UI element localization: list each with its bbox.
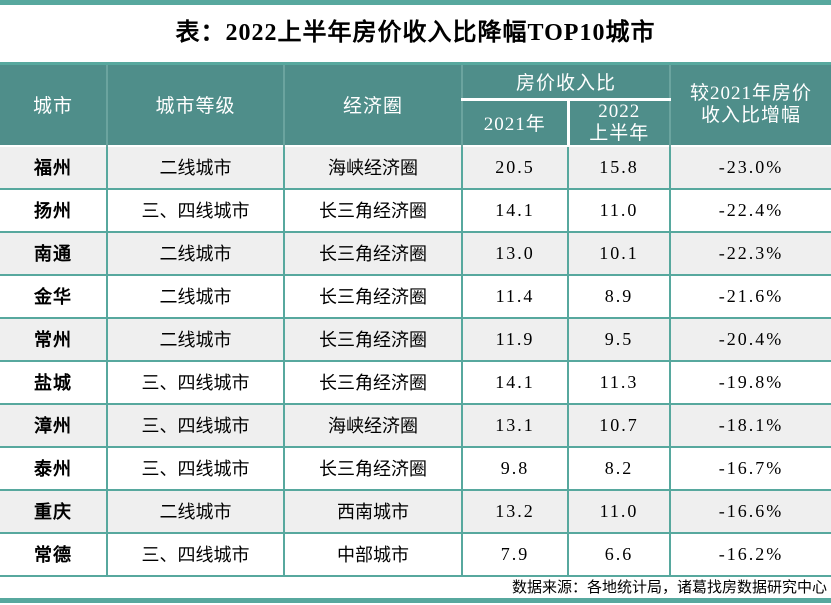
cell-tier: 三、四线城市 [106,445,284,490]
col-header-ratio-group: 房价收入比 [460,62,671,101]
cell-change: -22.4% [669,187,831,232]
cell-tier: 二线城市 [106,316,284,361]
cell-change: -18.1% [669,402,831,447]
col-header-tier: 城市等级 [106,61,284,146]
cell-ratio-2022h1: 6.6 [566,531,671,576]
cell-ratio-2022h1: 10.1 [566,230,671,275]
cell-circle: 长三角经济圈 [283,359,462,404]
cell-tier: 二线城市 [106,230,284,275]
col-header-change-line2: 收入比增幅 [701,104,802,126]
cell-change: -22.3% [669,230,831,275]
cell-circle: 中部城市 [283,531,462,576]
table-row: 泰州 三、四线城市 长三角经济圈 9.8 8.2 -16.7% [0,445,831,490]
table-row: 扬州 三、四线城市 长三角经济圈 14.1 11.0 -22.4% [0,187,831,232]
cell-city: 南通 [0,230,107,275]
table-row: 盐城 三、四线城市 长三角经济圈 14.1 11.3 -19.8% [0,359,831,404]
table-row: 常德 三、四线城市 中部城市 7.9 6.6 -16.2% [0,531,831,576]
col-header-2022h1-line2: 上半年 [589,122,650,144]
cell-circle: 长三角经济圈 [283,230,462,275]
cell-circle: 西南城市 [283,488,462,533]
top-accent-bar [0,0,831,5]
cell-ratio-2021: 9.8 [461,445,568,490]
col-header-2022h1: 2022 上半年 [566,99,671,146]
cell-city: 福州 [0,144,107,189]
cell-ratio-2022h1: 11.0 [566,187,671,232]
cell-circle: 长三角经济圈 [283,316,462,361]
col-header-change: 较2021年房价 收入比增幅 [669,61,831,146]
cell-circle: 海峡经济圈 [283,402,462,447]
cell-change: -19.8% [669,359,831,404]
bottom-accent-bar [0,597,831,603]
table-row: 南通 二线城市 长三角经济圈 13.0 10.1 -22.3% [0,230,831,275]
cell-tier: 二线城市 [106,144,284,189]
table-row: 常州 二线城市 长三角经济圈 11.9 9.5 -20.4% [0,316,831,361]
cell-city: 重庆 [0,488,107,533]
cell-circle: 海峡经济圈 [283,144,462,189]
cell-ratio-2021: 14.1 [461,359,568,404]
cell-city: 泰州 [0,445,107,490]
cell-tier: 二线城市 [106,273,284,318]
page-title: 表：2022上半年房价收入比降幅TOP10城市 [175,20,656,46]
cell-city: 常德 [0,531,107,576]
cell-city: 盐城 [0,359,107,404]
cell-city: 常州 [0,316,107,361]
cell-change: -23.0% [669,144,831,189]
col-header-2022h1-line1: 2022 [598,101,641,122]
cell-ratio-2022h1: 11.3 [566,359,671,404]
cell-ratio-2021: 14.1 [461,187,568,232]
cell-ratio-2021: 7.9 [461,531,568,576]
cell-ratio-2021: 13.2 [461,488,568,533]
col-header-change-line1: 较2021年房价 [690,83,813,104]
table-row: 重庆 二线城市 西南城市 13.2 11.0 -16.6% [0,488,831,533]
cell-ratio-2021: 13.1 [461,402,568,447]
cell-change: -20.4% [669,316,831,361]
cell-change: -16.6% [669,488,831,533]
cell-tier: 三、四线城市 [106,359,284,404]
cell-ratio-2022h1: 15.8 [566,144,671,189]
cell-change: -16.2% [669,531,831,576]
col-header-2021: 2021年 [461,99,568,146]
cell-tier: 三、四线城市 [106,187,284,232]
cell-circle: 长三角经济圈 [283,273,462,318]
cell-city: 金华 [0,273,107,318]
cell-ratio-2021: 11.4 [461,273,568,318]
cell-ratio-2021: 20.5 [461,144,568,189]
table-header: 城市 城市等级 经济圈 房价收入比 较2021年房价 收入比增幅 2021年 2… [0,61,831,146]
cell-ratio-2022h1: 8.9 [566,273,671,318]
cell-ratio-2022h1: 9.5 [566,316,671,361]
cell-ratio-2021: 11.9 [461,316,568,361]
col-header-city: 城市 [0,61,107,146]
cell-tier: 二线城市 [106,488,284,533]
price-income-ratio-table: 城市 城市等级 经济圈 房价收入比 较2021年房价 收入比增幅 2021年 2… [0,61,831,577]
cell-ratio-2021: 13.0 [461,230,568,275]
cell-city: 漳州 [0,402,107,447]
table-body: 福州 二线城市 海峡经济圈 20.5 15.8 -23.0% 扬州 三、四线城市… [0,144,831,576]
cell-tier: 三、四线城市 [106,402,284,447]
cell-ratio-2022h1: 11.0 [566,488,671,533]
cell-circle: 长三角经济圈 [283,445,462,490]
cell-tier: 三、四线城市 [106,531,284,576]
data-source-note: 数据来源：各地统计局，诸葛找房数据研究中心 [511,578,827,596]
cell-circle: 长三角经济圈 [283,187,462,232]
cell-ratio-2022h1: 8.2 [566,445,671,490]
cell-change: -21.6% [669,273,831,318]
table-row: 福州 二线城市 海峡经济圈 20.5 15.8 -23.0% [0,144,831,189]
cell-city: 扬州 [0,187,107,232]
col-header-circle: 经济圈 [283,61,462,146]
cell-change: -16.7% [669,445,831,490]
cell-ratio-2022h1: 10.7 [566,402,671,447]
table-row: 漳州 三、四线城市 海峡经济圈 13.1 10.7 -18.1% [0,402,831,447]
table-row: 金华 二线城市 长三角经济圈 11.4 8.9 -21.6% [0,273,831,318]
